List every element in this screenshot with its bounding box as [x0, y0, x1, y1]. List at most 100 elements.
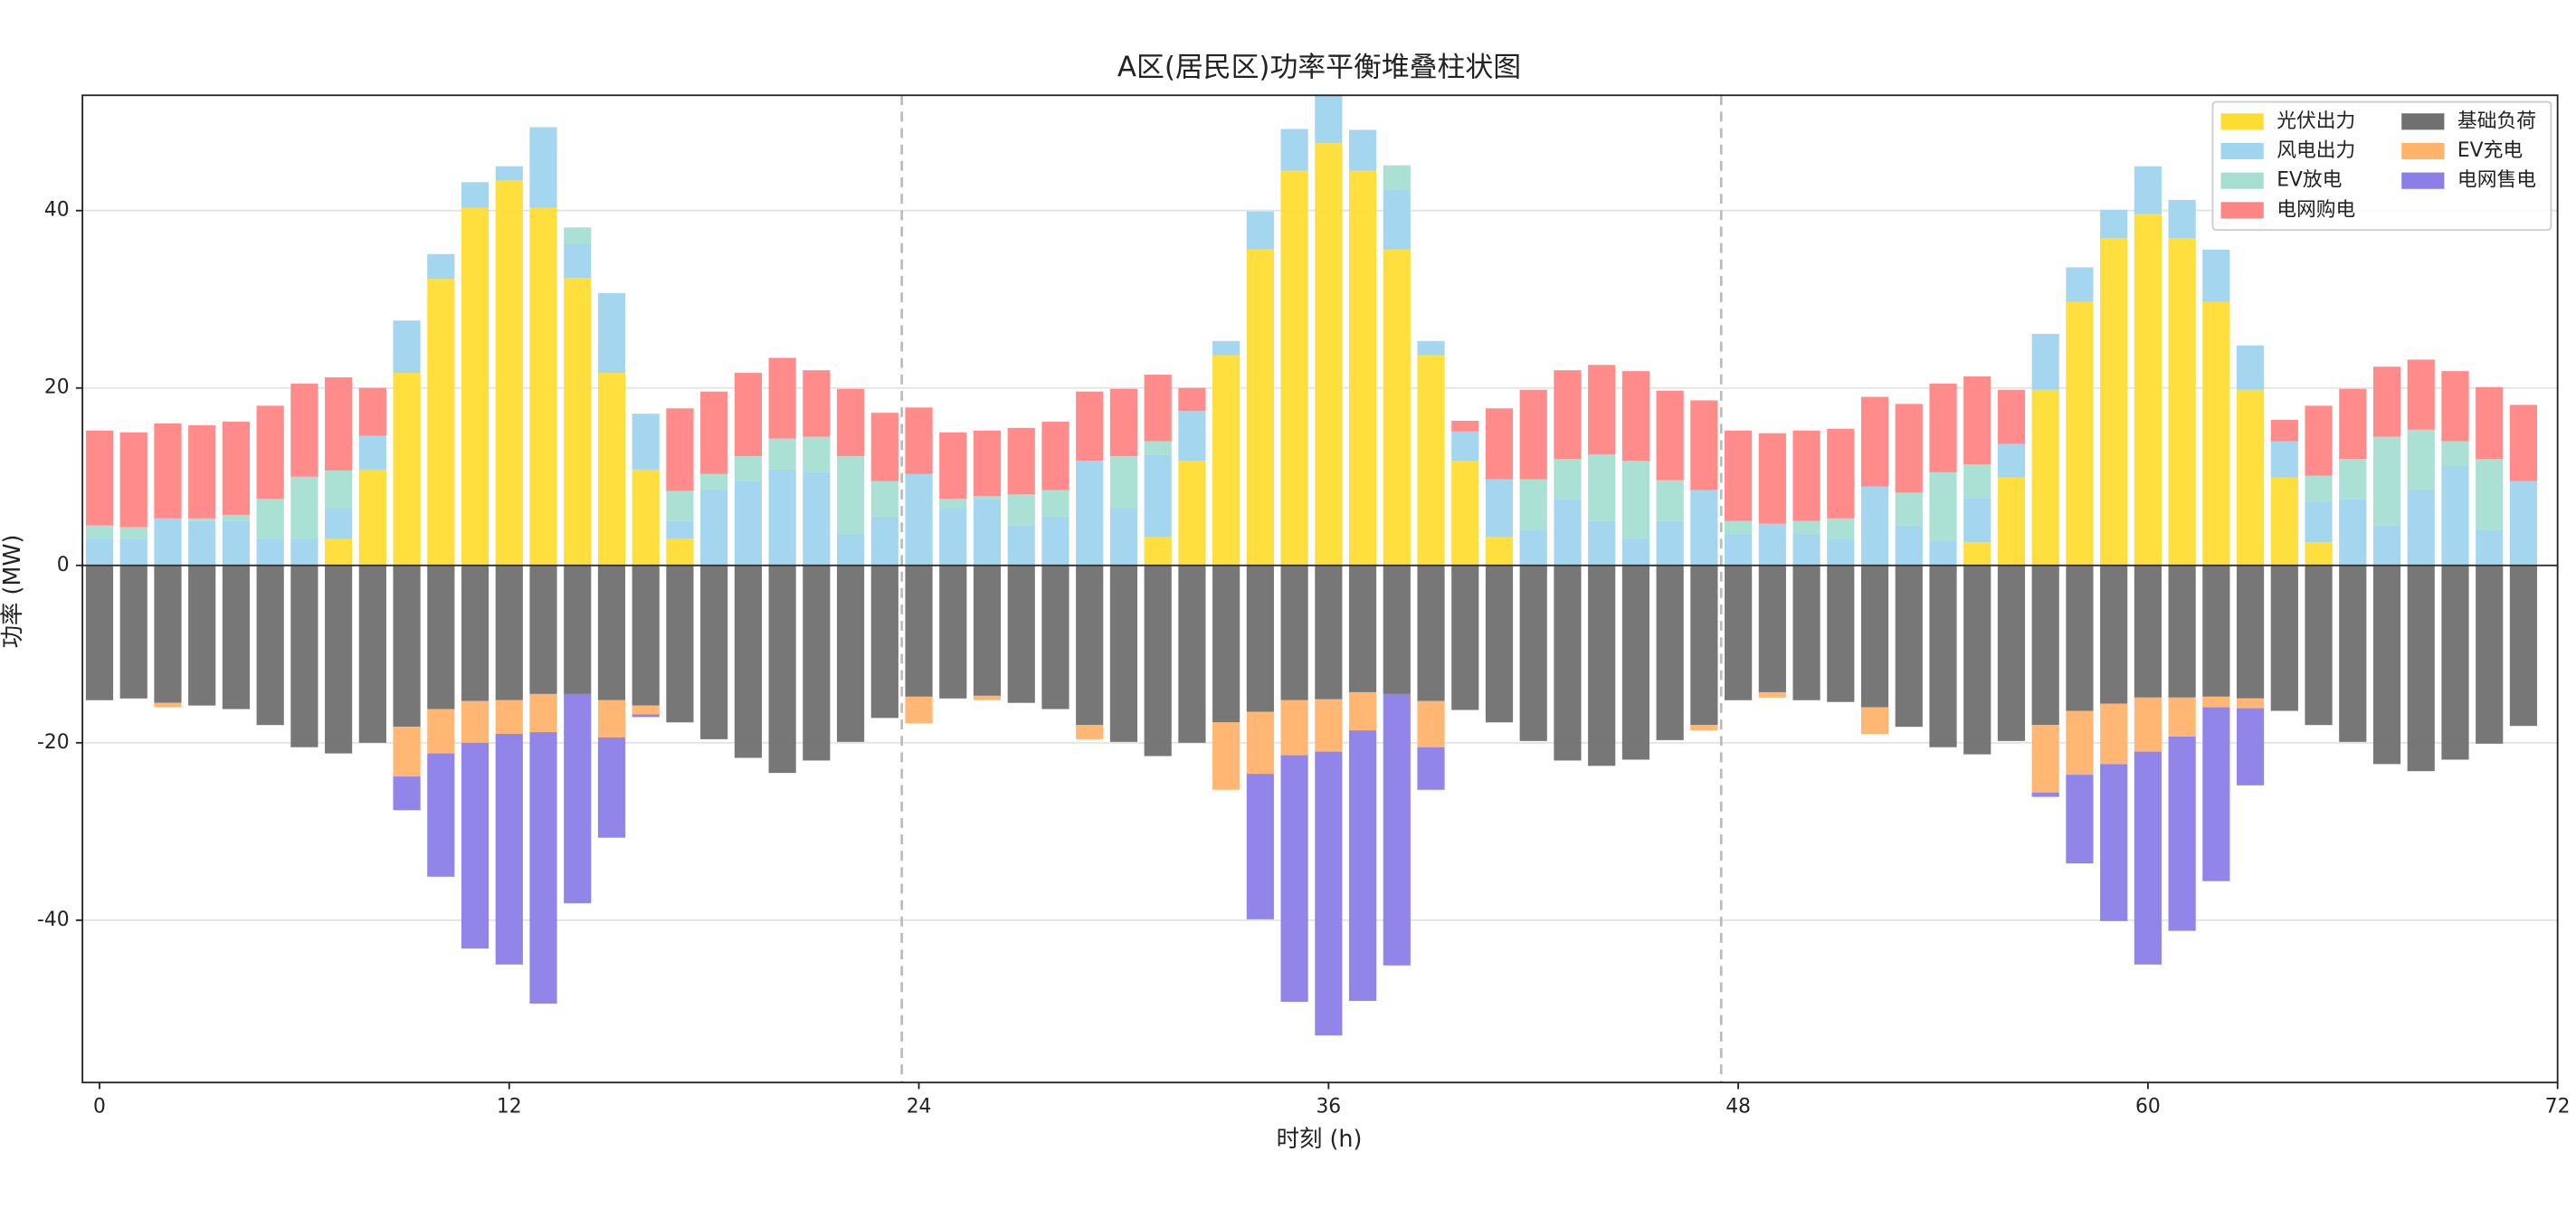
bar-segment: [1451, 461, 1479, 566]
bar-segment: [2305, 501, 2333, 543]
bar-segment: [290, 476, 318, 539]
bar-segment: [939, 565, 967, 699]
bar-segment: [973, 565, 1002, 696]
bar-segment: [666, 408, 694, 491]
bar-segment: [2441, 371, 2469, 442]
bar-segment: [1860, 565, 1889, 708]
bar-segment: [2407, 490, 2435, 566]
chart-title: A区(居民区)功率平衡堆叠柱状图: [1117, 52, 1521, 84]
bar-segment: [1212, 722, 1240, 790]
bar-segment: [1144, 537, 1172, 566]
bar-segment: [427, 709, 455, 754]
y-tick-label: 20: [44, 376, 70, 399]
bar-segment: [393, 320, 421, 374]
bar-segment: [1348, 691, 1377, 731]
bar-segment: [1383, 565, 1411, 694]
bar-segment: [393, 373, 421, 566]
bar-segment: [2339, 565, 2367, 742]
bar-segment: [632, 469, 660, 566]
bar-segment: [1485, 479, 1514, 538]
bar-segment: [803, 565, 831, 761]
bar-segment: [836, 565, 865, 742]
bar-segment: [1246, 211, 1274, 250]
bar-segment: [973, 496, 1002, 500]
bar-segment: [1076, 565, 1104, 726]
bar-segment: [1485, 565, 1514, 723]
x-tick-label: 48: [1725, 1095, 1751, 1118]
bar-segment: [1417, 340, 1445, 356]
bar-segment: [597, 292, 626, 374]
bar-segment: [1690, 565, 1718, 726]
bar-segment: [1827, 565, 1855, 702]
bar-segment: [700, 391, 728, 474]
bar-segment: [358, 469, 386, 566]
bar-segment: [2066, 301, 2094, 566]
bar-segment: [2236, 698, 2265, 709]
bar-segment: [393, 776, 421, 811]
bar-segment: [2270, 477, 2298, 566]
bar-segment: [564, 243, 592, 279]
bar-segment: [768, 469, 796, 566]
bar-segment: [2305, 475, 2333, 502]
bar-segment: [973, 499, 1002, 566]
x-tick-label: 12: [497, 1095, 522, 1118]
bar-segment: [2202, 696, 2230, 708]
bar-segment: [700, 565, 728, 739]
bar-segment: [2236, 708, 2265, 785]
bar-segment: [529, 207, 557, 566]
bar-segment: [495, 565, 523, 700]
bar-segment: [2270, 441, 2298, 478]
bar-segment: [1963, 542, 1991, 566]
legend-label: 电网售电: [2457, 169, 2536, 192]
legend-swatch: [2401, 142, 2445, 160]
bar-segment: [1997, 389, 2026, 444]
bar-segment: [1076, 461, 1104, 566]
bar-segment: [1348, 730, 1377, 1002]
bar-segment: [1451, 565, 1479, 710]
bar-segment: [939, 499, 967, 509]
bar-segment: [2270, 420, 2298, 442]
bar-segment: [1383, 189, 1411, 250]
bar-segment: [461, 207, 490, 566]
bar-segment: [1963, 565, 1991, 755]
bar-segment: [2476, 459, 2504, 530]
bar-segment: [1519, 565, 1547, 741]
bar-segment: [2202, 301, 2230, 566]
bar-segment: [905, 565, 933, 697]
y-tick-label: -20: [37, 731, 70, 754]
bar-segment: [700, 490, 728, 566]
bar-segment: [256, 538, 284, 566]
bar-segment: [2066, 775, 2094, 864]
bar-segment: [2134, 166, 2162, 214]
bar-segment: [564, 693, 592, 904]
bar-segment: [2168, 199, 2196, 239]
bar-segment: [1621, 461, 1650, 539]
bar-segment: [1315, 565, 1343, 700]
bar-segment: [2476, 386, 2504, 460]
bar-segment: [1690, 725, 1718, 731]
bar-segment: [358, 565, 386, 743]
bar-segment: [85, 525, 114, 539]
bar-segment: [1451, 421, 1479, 432]
bar-segment: [564, 565, 592, 694]
bar-segment: [2372, 565, 2401, 765]
bar-segment: [2476, 529, 2504, 566]
bar-segment: [1178, 565, 1206, 743]
bar-segment: [1929, 540, 1957, 566]
bar-segment: [803, 436, 831, 472]
bar-segment: [1929, 383, 1957, 472]
bar-segment: [1041, 565, 1069, 709]
bar-segment: [1212, 565, 1240, 723]
bar-segment: [768, 565, 796, 774]
bar-segment: [119, 527, 147, 539]
bar-segment: [1315, 95, 1343, 144]
bar-segment: [2270, 565, 2298, 711]
bar-segment: [632, 705, 660, 715]
bar-segment: [2031, 333, 2059, 390]
bar-segment: [2305, 542, 2333, 566]
bar-segment: [1348, 565, 1377, 692]
bar-segment: [325, 376, 353, 471]
bar-segment: [358, 435, 386, 470]
bar-segment: [2236, 389, 2265, 566]
bar-segment: [1792, 534, 1820, 566]
